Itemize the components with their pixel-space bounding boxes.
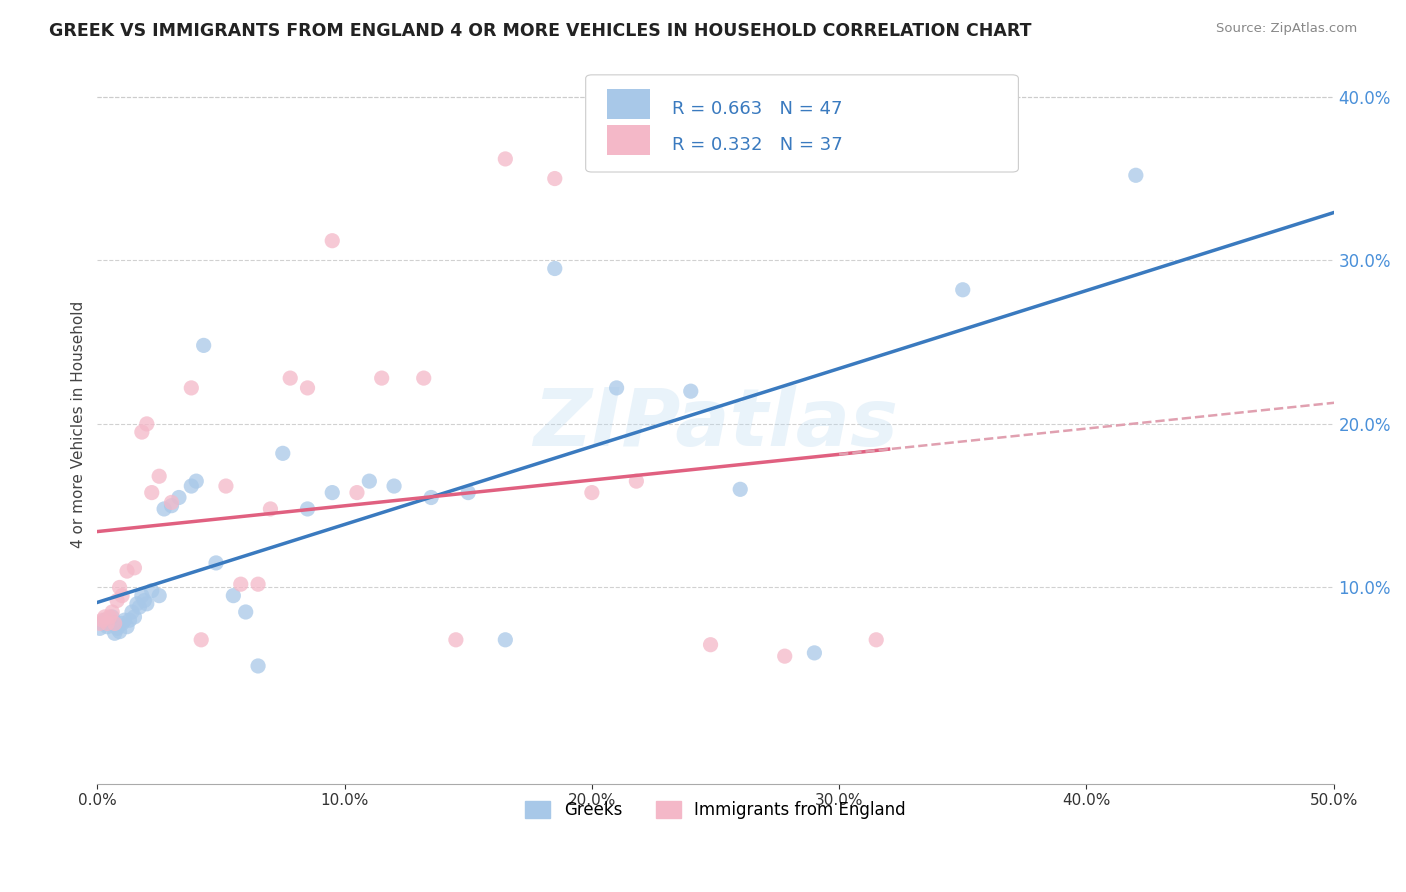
Point <box>91 616 114 631</box>
Point <box>728 483 751 497</box>
Point <box>420 491 443 505</box>
Point <box>297 502 319 516</box>
Y-axis label: 4 or more Vehicles in Household: 4 or more Vehicles in Household <box>72 301 86 548</box>
Point <box>544 171 567 186</box>
Point <box>544 261 567 276</box>
Point <box>104 616 127 631</box>
Point <box>321 234 343 248</box>
FancyBboxPatch shape <box>607 125 650 155</box>
Point <box>91 613 114 627</box>
Point <box>153 502 176 516</box>
Point <box>115 564 138 578</box>
Point <box>679 384 702 399</box>
Point <box>124 561 146 575</box>
Point <box>346 485 368 500</box>
Point <box>193 338 215 352</box>
Point <box>180 381 202 395</box>
Point <box>104 626 127 640</box>
Point <box>124 610 146 624</box>
Point <box>235 605 257 619</box>
Point <box>134 593 156 607</box>
Point <box>494 152 516 166</box>
Point <box>121 605 143 619</box>
Point <box>148 469 170 483</box>
Point <box>626 474 648 488</box>
Point <box>105 593 128 607</box>
Point <box>259 502 281 516</box>
Point <box>89 616 111 631</box>
Point <box>111 616 134 631</box>
Point <box>186 474 208 488</box>
Point <box>89 621 111 635</box>
Point <box>370 371 392 385</box>
Point <box>382 479 405 493</box>
Point <box>190 632 212 647</box>
Point <box>101 605 124 619</box>
Point <box>141 583 163 598</box>
Point <box>180 479 202 493</box>
Point <box>98 610 121 624</box>
Point <box>115 620 138 634</box>
Point <box>247 659 270 673</box>
Point <box>803 646 825 660</box>
Point <box>297 381 319 395</box>
Point <box>1125 169 1147 183</box>
Point <box>271 446 294 460</box>
Point <box>444 632 467 647</box>
Point <box>125 597 148 611</box>
Text: GREEK VS IMMIGRANTS FROM ENGLAND 4 OR MORE VEHICLES IN HOUSEHOLD CORRELATION CHA: GREEK VS IMMIGRANTS FROM ENGLAND 4 OR MO… <box>49 22 1032 40</box>
Text: R = 0.663   N = 47: R = 0.663 N = 47 <box>672 100 842 118</box>
Point <box>606 381 628 395</box>
Point <box>457 485 479 500</box>
Point <box>222 589 245 603</box>
Point <box>118 613 141 627</box>
Point <box>865 632 887 647</box>
Point <box>94 610 117 624</box>
Point <box>101 610 124 624</box>
Point <box>111 589 134 603</box>
Point <box>135 417 157 431</box>
Point <box>108 581 131 595</box>
Point <box>229 577 252 591</box>
Text: ZIPatlas: ZIPatlas <box>533 384 898 463</box>
Point <box>141 485 163 500</box>
Text: Source: ZipAtlas.com: Source: ZipAtlas.com <box>1216 22 1357 36</box>
Point <box>105 621 128 635</box>
Point <box>114 613 136 627</box>
Point <box>160 499 183 513</box>
Legend: Greeks, Immigrants from England: Greeks, Immigrants from England <box>519 794 912 826</box>
Point <box>494 632 516 647</box>
Point <box>131 425 153 439</box>
Point <box>131 589 153 603</box>
Point <box>773 649 796 664</box>
Point <box>108 624 131 639</box>
Point <box>167 491 190 505</box>
Point <box>148 589 170 603</box>
FancyBboxPatch shape <box>586 75 1018 172</box>
FancyBboxPatch shape <box>607 89 650 120</box>
Point <box>359 474 381 488</box>
Point <box>128 600 150 615</box>
Point <box>581 485 603 500</box>
Point <box>699 638 721 652</box>
Point <box>247 577 270 591</box>
Point <box>96 620 118 634</box>
Point <box>278 371 301 385</box>
Point <box>952 283 974 297</box>
Point <box>321 485 343 500</box>
Point <box>135 597 157 611</box>
Point <box>205 556 228 570</box>
Point <box>412 371 434 385</box>
Text: R = 0.332   N = 37: R = 0.332 N = 37 <box>672 136 844 153</box>
Point <box>94 613 117 627</box>
Point <box>160 495 183 509</box>
Point <box>96 616 118 631</box>
Point <box>98 616 121 631</box>
Point <box>215 479 238 493</box>
